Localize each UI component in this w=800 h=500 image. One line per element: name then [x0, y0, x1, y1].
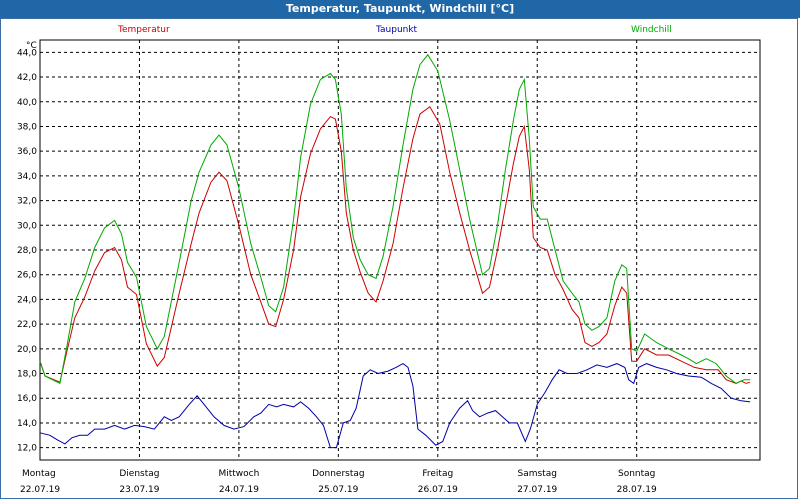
x-tick-day: Dienstag [119, 469, 159, 479]
x-tick-labels: Montag 22.07.19 Dienstag 23.07.19 Mittwoch 24… [20, 469, 657, 495]
legend-temperatur: Temperatur [118, 25, 170, 35]
y-tick-label: 28,0 [17, 246, 37, 256]
y-tick-label: 24,0 [17, 295, 37, 305]
chart-frame [0, 18, 798, 499]
x-tick-day: Donnerstag [312, 469, 365, 479]
series-lines [39, 53, 751, 449]
grid [40, 40, 760, 460]
x-tick-day: Freitag [422, 469, 453, 479]
x-tick-day: Montag [22, 469, 56, 479]
legend-taupunkt: Taupunkt [376, 25, 418, 35]
x-tick-date: 28.07.19 [617, 485, 657, 495]
series-line-temperatur [39, 105, 751, 384]
y-tick-label: 38,0 [17, 122, 37, 132]
series-line-windchill [39, 53, 751, 385]
y-tick-label: 18,0 [17, 370, 37, 380]
y-tick-label: 40,0 [17, 98, 37, 108]
y-tick-label: 20,0 [17, 345, 37, 355]
x-tick-date: 22.07.19 [20, 485, 60, 495]
y-tick-label: 26,0 [17, 271, 37, 281]
y-tick-label: 32,0 [17, 197, 37, 207]
series-line-taupunkt [39, 363, 751, 449]
y-tick-label: 16,0 [17, 394, 37, 404]
y-tick-label: 42,0 [17, 73, 37, 83]
x-tick-date: 25.07.19 [318, 485, 358, 495]
x-tick-date: 24.07.19 [219, 485, 259, 495]
y-tick-label: 22,0 [17, 320, 37, 330]
x-tick-day: Samstag [518, 469, 557, 479]
legend-windchill: Windchill [631, 25, 672, 35]
y-tick-label: 34,0 [17, 172, 37, 182]
chart-title: Temperatur, Taupunkt, Windchill [°C] [0, 0, 800, 18]
y-tick-label: 30,0 [17, 221, 37, 231]
x-tick-date: 26.07.19 [418, 485, 458, 495]
y-tick-label: 12,0 [17, 444, 37, 454]
x-tick-date: 27.07.19 [517, 485, 557, 495]
x-tick-day: Sonntag [618, 469, 655, 479]
y-tick-label: 36,0 [17, 147, 37, 157]
x-tick-day: Mittwoch [218, 469, 259, 479]
y-axis-label: °C [26, 41, 37, 51]
y-tick-label: 44,0 [17, 48, 37, 58]
y-tick-label: 14,0 [17, 419, 37, 429]
y-tick-labels: 44,0 42,0 40,0 38,0 36,0 34,0 32,0 30,0 28,0 26,0… [17, 48, 37, 453]
x-tick-date: 23.07.19 [119, 485, 159, 495]
